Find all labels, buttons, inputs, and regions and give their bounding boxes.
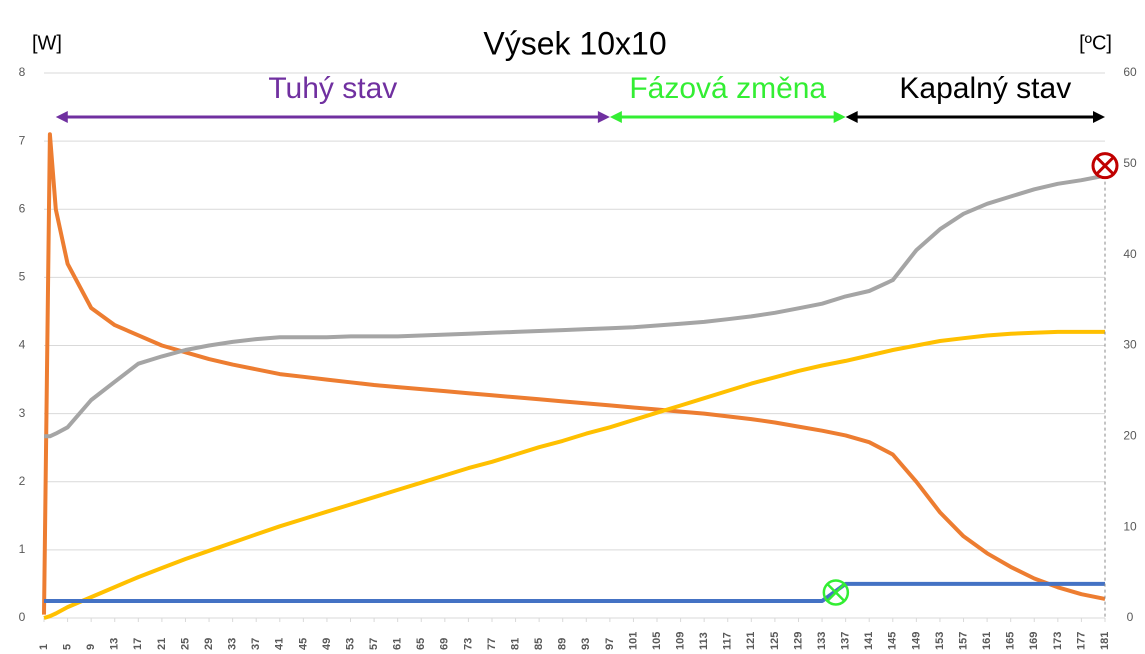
x-tick-label: 109 <box>675 632 687 650</box>
x-tick-label: 49 <box>321 638 333 650</box>
x-tick-label: 5 <box>61 644 73 650</box>
y-tick-label: 3 <box>19 406 26 420</box>
x-tick-label: 21 <box>156 638 168 650</box>
x-tick-label: 149 <box>910 632 922 650</box>
x-tick-label: 29 <box>203 638 215 650</box>
x-tick-label: 101 <box>627 632 639 650</box>
region-label: Kapalný stav <box>899 72 1071 105</box>
x-tick-label: 77 <box>486 638 498 650</box>
x-tick-label: 73 <box>462 638 474 650</box>
x-tick-label: 181 <box>1099 632 1111 650</box>
y2-tick-label: 40 <box>1123 247 1137 261</box>
y-tick-label: 8 <box>19 65 26 79</box>
x-tick-label: 161 <box>981 632 993 650</box>
x-tick-label: 37 <box>250 638 262 650</box>
x-tick-label: 1 <box>38 644 50 650</box>
arrow-head <box>55 111 68 123</box>
x-tick-label: 57 <box>368 638 380 650</box>
y2-tick-label: 0 <box>1127 610 1134 624</box>
y-tick-label: 0 <box>19 610 26 624</box>
y2-tick-label: 30 <box>1123 338 1137 352</box>
x-tick-label: 45 <box>297 638 309 650</box>
x-tick-label: 41 <box>274 638 286 650</box>
series-line <box>43 329 1105 620</box>
x-tick-label: 17 <box>132 638 144 650</box>
x-tick-label: 141 <box>863 632 875 650</box>
x-tick-label: 81 <box>509 638 521 650</box>
x-tick-label: 129 <box>792 632 804 650</box>
x-tick-label: 97 <box>604 638 616 650</box>
series-line <box>44 581 1105 603</box>
x-tick-label: 69 <box>439 638 451 650</box>
x-tick-label: 173 <box>1052 632 1064 650</box>
y-axis-label: [W] <box>32 32 62 54</box>
y-tick-label: 2 <box>19 474 26 488</box>
arrow-head <box>845 111 858 123</box>
y-tick-label: 5 <box>19 270 26 284</box>
x-tick-label: 121 <box>745 632 757 650</box>
y-tick-label: 7 <box>19 133 26 147</box>
y2-tick-label: 50 <box>1123 156 1137 170</box>
x-tick-label: 13 <box>109 638 121 650</box>
marker-cross <box>826 583 845 602</box>
y-tick-label: 4 <box>19 338 26 352</box>
x-tick-label: 113 <box>698 632 710 650</box>
x-tick-label: 157 <box>957 632 969 650</box>
x-tick-label: 61 <box>392 638 404 650</box>
x-tick-label: 145 <box>887 632 899 650</box>
series-line <box>44 173 1106 439</box>
x-tick-label: 93 <box>580 638 592 650</box>
x-tick-label: 105 <box>651 632 663 650</box>
marker-phase <box>822 579 850 606</box>
x-tick-label: 33 <box>227 638 239 650</box>
x-tick-label: 169 <box>1028 632 1040 650</box>
x-tick-label: 65 <box>415 638 427 650</box>
x-tick-label: 25 <box>179 638 191 650</box>
region-label: Tuhý stav <box>268 72 397 105</box>
chart-title: Výsek 10x10 <box>483 25 666 61</box>
y-tick-label: 1 <box>19 542 26 556</box>
marker-cross <box>1095 156 1115 175</box>
region-label: Fázová změna <box>629 72 826 105</box>
arrow-head <box>597 111 610 123</box>
y-tick-label: 6 <box>19 201 26 215</box>
x-tick-label: 125 <box>769 632 781 650</box>
series-line <box>42 132 1106 615</box>
x-tick-label: 177 <box>1075 632 1087 650</box>
y2-tick-label: 10 <box>1123 519 1137 533</box>
x-tick-label: 53 <box>344 638 356 650</box>
x-tick-label: 153 <box>934 632 946 650</box>
arrow-head <box>833 111 846 123</box>
arrow-head <box>609 111 622 123</box>
x-tick-label: 133 <box>816 632 828 650</box>
y2-tick-label: 60 <box>1123 65 1137 79</box>
y2-tick-label: 20 <box>1123 429 1137 443</box>
x-tick-label: 89 <box>557 638 569 650</box>
arrow-head <box>1093 111 1105 123</box>
y2-axis-label: [ºC] <box>1079 32 1112 54</box>
x-tick-label: 117 <box>722 632 734 650</box>
x-tick-label: 9 <box>85 644 97 650</box>
x-tick-label: 165 <box>1005 632 1017 650</box>
x-tick-label: 85 <box>533 638 545 650</box>
x-tick-label: 137 <box>840 632 852 650</box>
